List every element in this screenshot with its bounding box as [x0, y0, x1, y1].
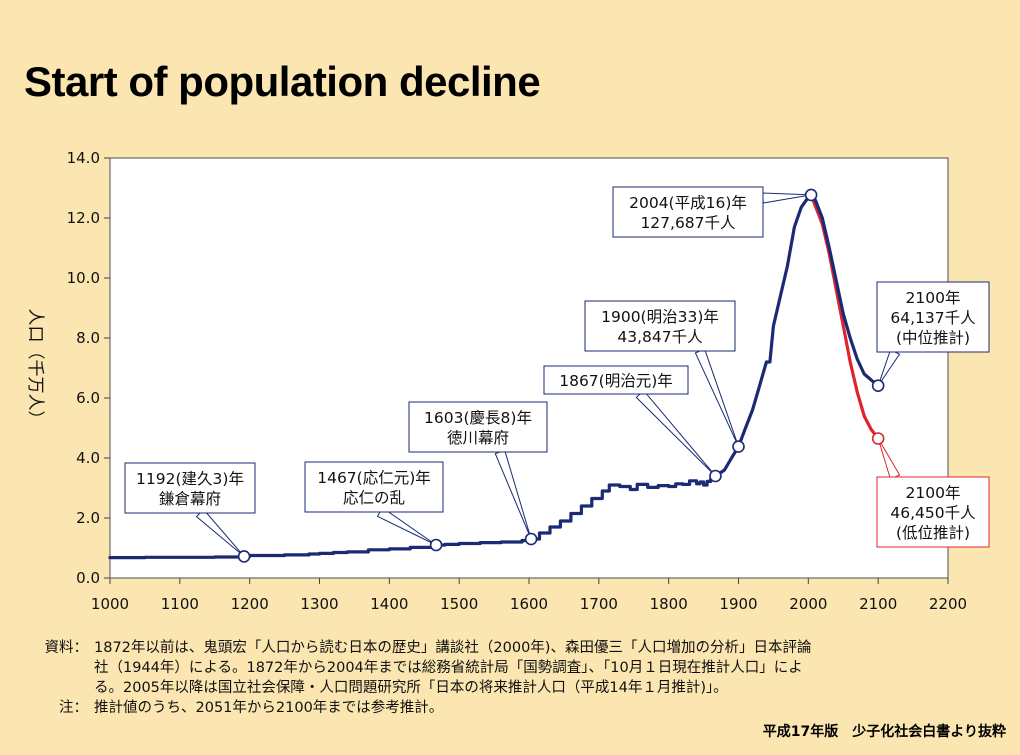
population-chart: 0.0 2.0 4.0 6.0 8.0 10.0 12.0 14.0 1000 1100 1200 1…: [25, 149, 990, 613]
note-row: 注： 推計値のうち、2051年から2100年までは参考推計。: [20, 698, 1000, 718]
callout-text: 1192(建久3)年: [136, 470, 244, 488]
x-tick-label: 1300: [300, 595, 338, 613]
x-tick-label: 1800: [650, 595, 688, 613]
data-point-marker: [732, 440, 745, 453]
note-text: 推計値のうち、2051年から2100年までは参考推計。: [88, 698, 1000, 718]
data-point-marker: [429, 538, 443, 552]
source-notes: 資料： 1872年以前は、鬼頭宏「人口から読む日本の歴史」講談社（2000年)、森…: [20, 638, 1000, 718]
data-point-marker: [709, 469, 722, 483]
y-axis-label: 人口（千万人）: [25, 309, 45, 428]
callout-box: [408, 401, 548, 453]
x-tick-label: 1000: [91, 595, 129, 613]
annotation-callout: 1900(明治33)年 43,847千人: [584, 300, 745, 453]
callout-box: [876, 476, 990, 548]
note-line: 推計値のうち、2051年から2100年までは参考推計。: [94, 700, 444, 716]
note-line: 1872年以前は、鬼頭宏「人口から読む日本の歴史」講談社（2000年)、森田優三…: [94, 640, 812, 656]
x-tick-label: 1700: [580, 595, 618, 613]
callout-text: 2100年: [906, 484, 961, 502]
callout-text: 1867(明治元)年: [559, 372, 673, 390]
callout-text: 応仁の乱: [343, 489, 405, 507]
note-label: 注：: [59, 700, 88, 716]
callout-text: 1467(応仁元)年: [317, 469, 431, 487]
data-point-marker: [804, 188, 818, 202]
data-point-marker: [237, 550, 251, 563]
callout-text: 徳川幕府: [447, 429, 509, 447]
annotation-callout: 2100年 46,450千人 (低位推計): [871, 432, 990, 548]
callout-text: 1603(慶長8)年: [424, 409, 532, 427]
x-tick-label: 1600: [510, 595, 548, 613]
callout-text: 2004(平成16)年: [629, 194, 747, 212]
y-tick-label: 0.0: [76, 569, 100, 587]
callout-box: [584, 300, 736, 352]
note-line: 社（1944年）による。1872年から2004年までは総務省統計局「国勢調査」、…: [94, 660, 803, 676]
y-tick-label: 14.0: [67, 149, 100, 167]
data-point-marker: [871, 379, 885, 393]
callout-text: 1900(明治33)年: [601, 308, 719, 326]
annotation-callout: 2100年 64,137千人 (中位推計): [871, 281, 990, 393]
callout-text: (中位推計): [896, 329, 970, 347]
note-text: 1872年以前は、鬼頭宏「人口から読む日本の歴史」講談社（2000年)、森田優三…: [88, 638, 1000, 698]
x-tick-label: 1200: [231, 595, 269, 613]
y-tick-label: 12.0: [67, 209, 100, 227]
chart-title: Start of population decline: [24, 58, 541, 105]
series-population-line: [108, 193, 880, 560]
x-tick-label: 1400: [370, 595, 408, 613]
y-tick-label: 8.0: [76, 329, 100, 347]
y-tick-label: 6.0: [76, 389, 100, 407]
x-tick-label: 2000: [789, 595, 827, 613]
x-tick-label: 1100: [161, 595, 199, 613]
plot-area: 0.0 2.0 4.0 6.0 8.0 10.0 12.0 14.0 1000 1100 1200 1…: [25, 149, 990, 613]
x-tick-label: 1500: [440, 595, 478, 613]
x-tick-label: 1900: [719, 595, 757, 613]
callout-text: 鎌倉幕府: [159, 490, 221, 508]
callout-text: 64,137千人: [890, 309, 975, 327]
callout-text: 46,450千人: [890, 504, 975, 522]
callout-box: [543, 365, 689, 395]
note-label: 資料：: [44, 640, 89, 656]
note-line: る。2005年以降は国立社会保障・人口問題研究所「日本の将来推計人口（平成14年…: [94, 680, 728, 696]
y-tick-label: 10.0: [67, 269, 100, 287]
callout-text: 2100年: [906, 289, 961, 307]
y-tick-label: 2.0: [76, 509, 100, 527]
callout-text: 127,687千人: [640, 214, 735, 232]
callout-text: 43,847千人: [617, 328, 702, 346]
data-point-marker: [871, 432, 885, 445]
callout-text: (低位推計): [896, 524, 970, 542]
callout-box: [612, 186, 764, 238]
data-point-marker: [524, 532, 538, 546]
annotation-callout: 2004(平成16)年 127,687千人: [612, 186, 818, 238]
source-credit: 平成17年版 少子化社会白書より抜粋: [762, 724, 1006, 740]
callout-box: [124, 462, 256, 514]
x-tick-label: 2200: [929, 595, 967, 613]
annotation-callout: 1867(明治元)年: [543, 365, 722, 483]
x-tick-label: 2100: [859, 595, 897, 613]
y-tick-label: 4.0: [76, 449, 100, 467]
callout-box: [304, 461, 444, 513]
note-row: 資料： 1872年以前は、鬼頭宏「人口から読む日本の歴史」講談社（2000年)、森…: [20, 638, 1000, 698]
callout-box: [876, 281, 990, 353]
